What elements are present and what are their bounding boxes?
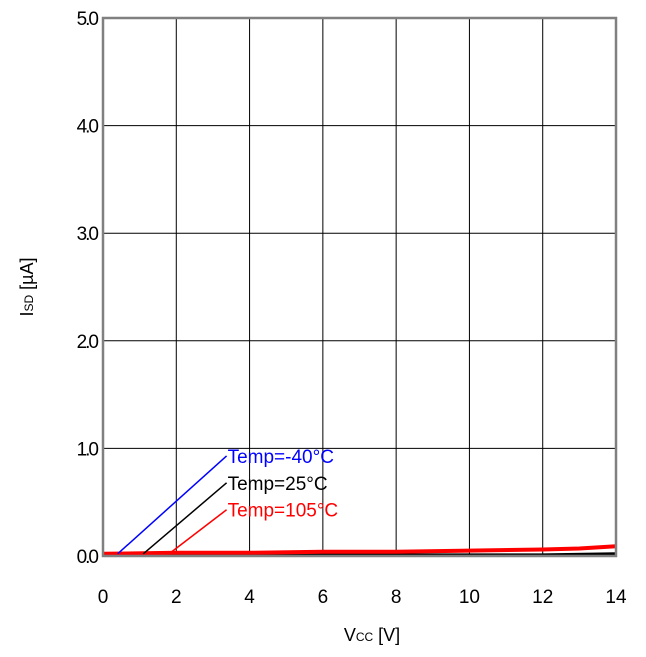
annotation-leader-3 bbox=[168, 509, 228, 555]
tick-labels: 0 2 4 6 8 10 12 14 0.0 1.0 2.0 3.0 4.0 5.0 bbox=[77, 9, 627, 608]
x-tick-label: 14 bbox=[605, 587, 627, 608]
annotation-label-2: Temp=25°C bbox=[228, 474, 328, 495]
plot-frame bbox=[101, 16, 618, 558]
x-tick-label: 8 bbox=[391, 587, 402, 608]
y-tick-label: 3.0 bbox=[77, 224, 99, 245]
y-axis-label: ISD [µA] bbox=[17, 257, 37, 316]
annotation-leader-1 bbox=[117, 455, 228, 555]
y-tick-label: 4.0 bbox=[77, 117, 99, 138]
annotations: Temp=-40°C Temp=25°C Temp=105°C bbox=[117, 447, 339, 555]
y-tick-label: 5.0 bbox=[77, 9, 99, 30]
x-tick-label: 0 bbox=[98, 587, 109, 608]
y-tick-label: 0.0 bbox=[77, 547, 99, 568]
annotation-leader-2 bbox=[142, 482, 228, 555]
grid bbox=[103, 18, 616, 556]
x-tick-label: 4 bbox=[244, 587, 255, 608]
y-tick-label: 2.0 bbox=[77, 332, 99, 353]
series-lines bbox=[102, 544, 617, 557]
series-line-3 bbox=[102, 544, 617, 556]
x-axis-label: VCC [V] bbox=[344, 625, 400, 645]
annotation-label-3: Temp=105°C bbox=[228, 501, 339, 522]
x-tick-label: 12 bbox=[532, 587, 553, 608]
x-tick-label: 10 bbox=[459, 587, 480, 608]
x-tick-label: 2 bbox=[171, 587, 182, 608]
x-tick-label: 6 bbox=[318, 587, 329, 608]
annotation-label-1: Temp=-40°C bbox=[228, 447, 334, 468]
y-tick-label: 1.0 bbox=[77, 439, 99, 460]
